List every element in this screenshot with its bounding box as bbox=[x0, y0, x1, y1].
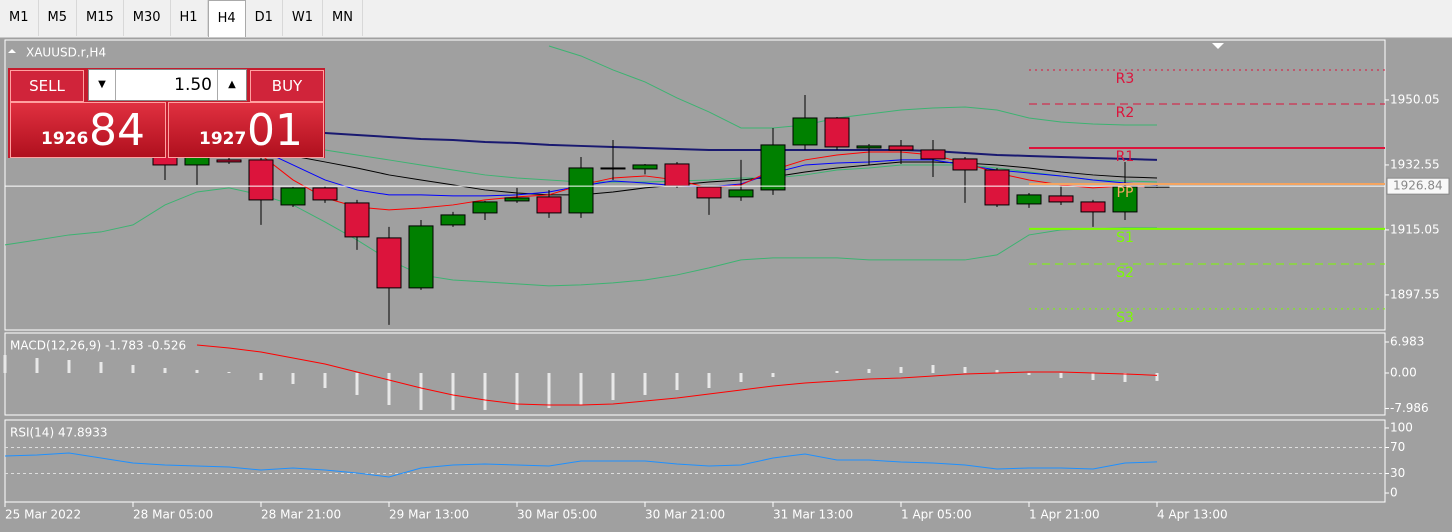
buy-price-prefix: 1927 bbox=[199, 129, 247, 149]
trade-panel: SELL ▼ 1.50 ▲ BUY 1926 84 1927 01 bbox=[8, 68, 325, 158]
pivot-label: R1 bbox=[1116, 149, 1135, 165]
candle-body bbox=[792, 117, 818, 146]
y-tick-label: 30 bbox=[1390, 466, 1405, 480]
candle-body bbox=[504, 197, 530, 202]
x-tick-label: 1 Apr 05:00 bbox=[901, 508, 972, 522]
x-tick-label: 28 Mar 05:00 bbox=[133, 508, 213, 522]
pivot-label: R2 bbox=[1116, 105, 1135, 121]
timeframe-tab[interactable]: M30 bbox=[124, 0, 171, 36]
candle-body bbox=[344, 202, 370, 238]
candle-body bbox=[408, 225, 434, 289]
x-tick-label: 30 Mar 05:00 bbox=[517, 508, 597, 522]
indicator-line bbox=[548, 45, 1157, 129]
panel-title: RSI(14) 47.8933 bbox=[10, 426, 108, 440]
candle-body bbox=[920, 149, 946, 160]
x-tick-label: 29 Mar 13:00 bbox=[389, 508, 469, 522]
panel-title: MACD(12,26,9) -1.783 -0.526 bbox=[10, 339, 186, 353]
pivot-label: R3 bbox=[1116, 71, 1135, 87]
sell-price-prefix: 1926 bbox=[41, 129, 89, 149]
x-tick-label: 1 Apr 21:00 bbox=[1029, 508, 1100, 522]
pivot-label: S1 bbox=[1116, 230, 1134, 246]
buy-price[interactable]: 1927 01 bbox=[168, 102, 324, 158]
timeframe-tab[interactable]: M5 bbox=[39, 0, 77, 36]
panel-frame bbox=[4, 39, 1386, 331]
y-tick-label: 0 bbox=[1390, 486, 1398, 500]
volume-box[interactable]: ▼ 1.50 ▲ bbox=[88, 69, 247, 101]
candle-body bbox=[440, 214, 466, 226]
y-tick-label: 100 bbox=[1390, 420, 1413, 434]
candle-body bbox=[728, 189, 754, 198]
timeframe-tab[interactable]: MN bbox=[323, 0, 363, 36]
candle-body bbox=[632, 164, 658, 170]
candle-body bbox=[952, 158, 978, 171]
indicator-line bbox=[260, 139, 1158, 183]
x-tick-label: 28 Mar 21:00 bbox=[261, 508, 341, 522]
candle-body bbox=[824, 117, 850, 148]
candle-body bbox=[1048, 195, 1074, 203]
increase[interactable]: ▲ bbox=[217, 70, 246, 100]
timeframe-tab[interactable]: W1 bbox=[283, 0, 324, 36]
candle-body bbox=[600, 167, 626, 170]
y-tick-label: 0.00 bbox=[1390, 366, 1417, 380]
pivot-label: S2 bbox=[1116, 265, 1134, 281]
x-tick-label: 30 Mar 21:00 bbox=[645, 508, 725, 522]
y-tick-label: 6.983 bbox=[1390, 334, 1424, 348]
pivot-label: PP bbox=[1117, 185, 1134, 201]
candle-body bbox=[1016, 194, 1042, 205]
chart: XAUUSD.r,H4 1950.05 1932.55 1915.05 1897.55 R… bbox=[3, 39, 1450, 522]
indicator-line bbox=[4, 187, 1157, 287]
pivot-label: S3 bbox=[1116, 310, 1134, 326]
current-price-label: 1926.84 bbox=[1393, 179, 1443, 193]
candle-body bbox=[376, 237, 402, 289]
candle-body bbox=[984, 169, 1010, 206]
timeframe-tab[interactable]: M1 bbox=[0, 0, 39, 36]
candle-body bbox=[760, 144, 786, 191]
panel-title: XAUUSD.r,H4 bbox=[26, 46, 106, 60]
candle-body bbox=[856, 145, 882, 149]
candle-body bbox=[1080, 201, 1106, 213]
buy-price-suffix: 01 bbox=[247, 105, 303, 156]
candle-body bbox=[312, 187, 338, 201]
timeframe-tab[interactable]: H4 bbox=[207, 0, 246, 37]
y-tick-label: 1915.05 bbox=[1390, 222, 1440, 236]
candle-body bbox=[888, 145, 914, 151]
candle-body bbox=[696, 186, 722, 199]
candle-body bbox=[536, 196, 562, 214]
y-tick-label: 70 bbox=[1390, 440, 1405, 454]
timeframe-toolbar: M1 M5 M15 M30 H1 H4 D1 W1 MN bbox=[0, 0, 1452, 38]
x-tick-label: 25 Mar 2022 bbox=[5, 508, 81, 522]
y-tick-label: 1932.55 bbox=[1390, 157, 1440, 171]
candle-body bbox=[248, 159, 274, 201]
candle-body bbox=[1112, 186, 1138, 213]
timeframe-tab[interactable]: M15 bbox=[77, 0, 124, 36]
x-tick-label: 31 Mar 13:00 bbox=[773, 508, 853, 522]
candle-body bbox=[216, 159, 242, 163]
timeframe-tab[interactable]: D1 bbox=[246, 0, 283, 36]
indicator-line bbox=[4, 452, 1158, 478]
candle-body bbox=[472, 201, 498, 214]
sell-button[interactable]: SELL bbox=[10, 70, 84, 102]
shift-marker bbox=[1212, 43, 1224, 49]
y-tick-label: 1950.05 bbox=[1390, 92, 1440, 106]
collapse-arrow bbox=[8, 49, 16, 53]
y-tick-label: 1897.55 bbox=[1390, 287, 1440, 301]
x-tick-label: 4 Apr 13:00 bbox=[1157, 508, 1228, 522]
sell-price[interactable]: 1926 84 bbox=[10, 102, 166, 158]
indicator-line bbox=[164, 123, 1158, 161]
candle-body bbox=[280, 187, 306, 206]
sell-price-suffix: 84 bbox=[89, 105, 145, 156]
candle-body bbox=[568, 167, 594, 214]
volume[interactable]: 1.50 bbox=[174, 75, 212, 95]
panel-frame bbox=[4, 419, 1386, 503]
timeframe-tab[interactable]: H1 bbox=[171, 0, 208, 36]
decrease[interactable]: ▼ bbox=[89, 70, 116, 100]
buy-button[interactable]: BUY bbox=[250, 70, 324, 102]
panel-frame bbox=[4, 332, 1386, 416]
current-price-box bbox=[1386, 177, 1450, 195]
indicator-line bbox=[196, 344, 1158, 406]
y-tick-label: -7.986 bbox=[1390, 401, 1429, 415]
candle-body bbox=[664, 163, 690, 187]
